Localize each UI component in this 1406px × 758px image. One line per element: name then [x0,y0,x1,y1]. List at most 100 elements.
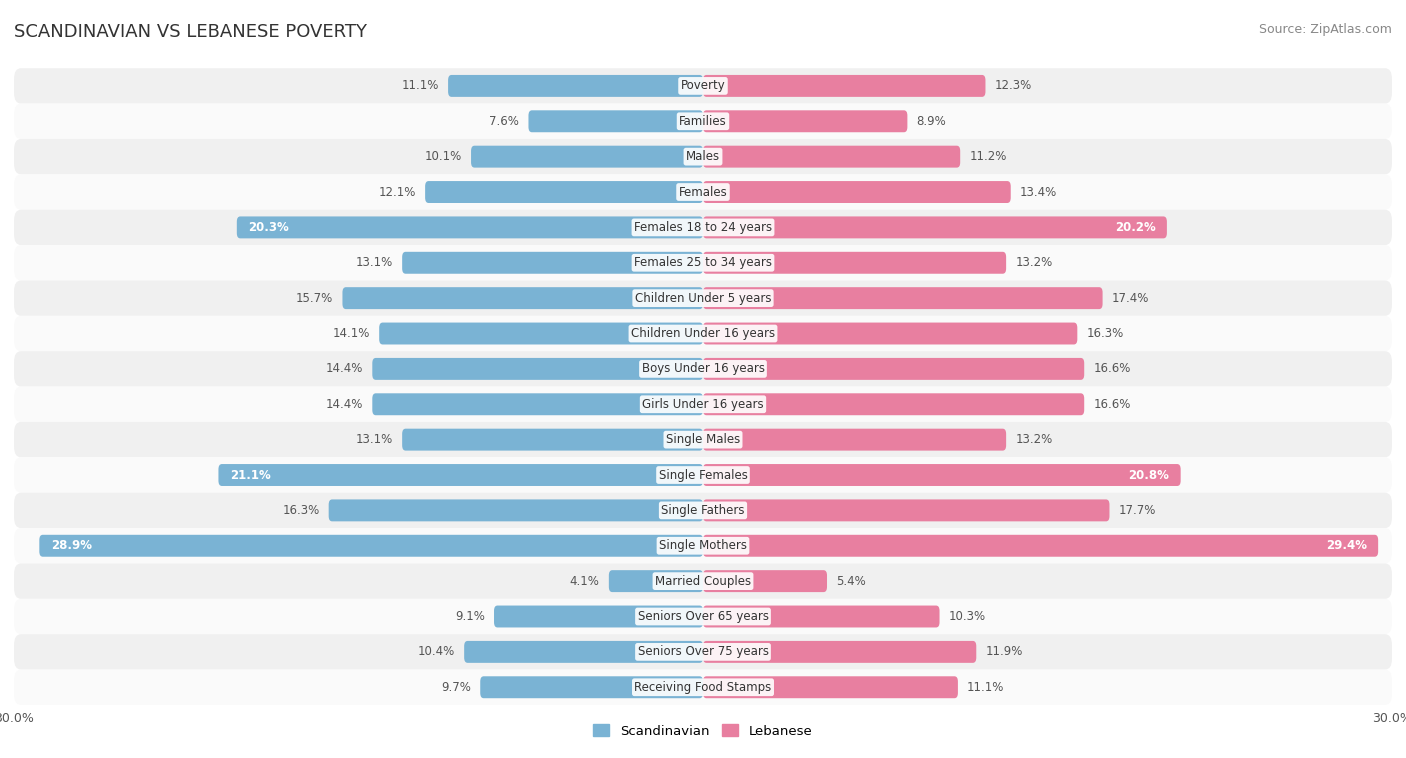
FancyBboxPatch shape [703,676,957,698]
Text: 7.6%: 7.6% [489,114,519,128]
FancyBboxPatch shape [481,676,703,698]
Text: Females 18 to 24 years: Females 18 to 24 years [634,221,772,234]
FancyBboxPatch shape [373,393,703,415]
FancyBboxPatch shape [14,528,1392,563]
Text: 17.4%: 17.4% [1112,292,1149,305]
Text: Single Mothers: Single Mothers [659,539,747,553]
FancyBboxPatch shape [703,111,907,132]
Text: 12.3%: 12.3% [994,80,1032,92]
FancyBboxPatch shape [14,316,1392,351]
Text: Source: ZipAtlas.com: Source: ZipAtlas.com [1258,23,1392,36]
Text: 13.2%: 13.2% [1015,256,1053,269]
FancyBboxPatch shape [703,429,1007,450]
FancyBboxPatch shape [14,634,1392,669]
Text: Females: Females [679,186,727,199]
FancyBboxPatch shape [14,457,1392,493]
Text: 20.3%: 20.3% [249,221,290,234]
FancyBboxPatch shape [14,599,1392,634]
Text: 13.1%: 13.1% [356,433,392,446]
Text: 13.2%: 13.2% [1015,433,1053,446]
FancyBboxPatch shape [14,493,1392,528]
Text: 11.9%: 11.9% [986,645,1022,659]
FancyBboxPatch shape [329,500,703,522]
FancyBboxPatch shape [14,351,1392,387]
Text: 12.1%: 12.1% [378,186,416,199]
FancyBboxPatch shape [703,535,1378,556]
Text: 16.6%: 16.6% [1094,362,1130,375]
FancyBboxPatch shape [703,393,1084,415]
Text: 10.1%: 10.1% [425,150,461,163]
Text: Girls Under 16 years: Girls Under 16 years [643,398,763,411]
Text: 13.1%: 13.1% [356,256,392,269]
FancyBboxPatch shape [703,217,1167,238]
Text: Married Couples: Married Couples [655,575,751,587]
Text: 5.4%: 5.4% [837,575,866,587]
Text: Poverty: Poverty [681,80,725,92]
Text: Children Under 16 years: Children Under 16 years [631,327,775,340]
FancyBboxPatch shape [464,641,703,662]
Text: 14.4%: 14.4% [326,362,363,375]
FancyBboxPatch shape [343,287,703,309]
FancyBboxPatch shape [703,146,960,168]
Text: Boys Under 16 years: Boys Under 16 years [641,362,765,375]
FancyBboxPatch shape [703,75,986,97]
FancyBboxPatch shape [373,358,703,380]
FancyBboxPatch shape [14,139,1392,174]
Text: 16.6%: 16.6% [1094,398,1130,411]
Text: 17.7%: 17.7% [1119,504,1156,517]
FancyBboxPatch shape [236,217,703,238]
Text: SCANDINAVIAN VS LEBANESE POVERTY: SCANDINAVIAN VS LEBANESE POVERTY [14,23,367,41]
Text: 11.1%: 11.1% [967,681,1004,694]
Text: 21.1%: 21.1% [231,468,271,481]
Text: 8.9%: 8.9% [917,114,946,128]
FancyBboxPatch shape [529,111,703,132]
FancyBboxPatch shape [703,500,1109,522]
FancyBboxPatch shape [14,245,1392,280]
FancyBboxPatch shape [703,641,976,662]
FancyBboxPatch shape [14,104,1392,139]
Text: 13.4%: 13.4% [1019,186,1057,199]
Text: 14.4%: 14.4% [326,398,363,411]
Text: 20.2%: 20.2% [1115,221,1156,234]
Text: 11.2%: 11.2% [969,150,1007,163]
FancyBboxPatch shape [14,280,1392,316]
Text: 29.4%: 29.4% [1326,539,1367,553]
Text: 15.7%: 15.7% [297,292,333,305]
FancyBboxPatch shape [14,669,1392,705]
FancyBboxPatch shape [402,252,703,274]
Text: 9.7%: 9.7% [441,681,471,694]
FancyBboxPatch shape [449,75,703,97]
FancyBboxPatch shape [494,606,703,628]
Text: 14.1%: 14.1% [333,327,370,340]
Text: 16.3%: 16.3% [283,504,319,517]
FancyBboxPatch shape [609,570,703,592]
FancyBboxPatch shape [471,146,703,168]
Text: Single Males: Single Males [666,433,740,446]
FancyBboxPatch shape [402,429,703,450]
FancyBboxPatch shape [14,68,1392,104]
Text: 4.1%: 4.1% [569,575,599,587]
FancyBboxPatch shape [703,287,1102,309]
Text: Seniors Over 75 years: Seniors Over 75 years [637,645,769,659]
FancyBboxPatch shape [703,358,1084,380]
Text: 20.8%: 20.8% [1128,468,1170,481]
FancyBboxPatch shape [425,181,703,203]
Text: Single Females: Single Females [658,468,748,481]
Text: 16.3%: 16.3% [1087,327,1123,340]
Text: 10.4%: 10.4% [418,645,456,659]
FancyBboxPatch shape [703,181,1011,203]
FancyBboxPatch shape [14,174,1392,210]
Text: Single Fathers: Single Fathers [661,504,745,517]
Text: Receiving Food Stamps: Receiving Food Stamps [634,681,772,694]
Text: Children Under 5 years: Children Under 5 years [634,292,772,305]
Text: 10.3%: 10.3% [949,610,986,623]
Legend: Scandinavian, Lebanese: Scandinavian, Lebanese [588,719,818,743]
Text: Females 25 to 34 years: Females 25 to 34 years [634,256,772,269]
FancyBboxPatch shape [703,570,827,592]
Text: 11.1%: 11.1% [402,80,439,92]
Text: Males: Males [686,150,720,163]
FancyBboxPatch shape [14,210,1392,245]
FancyBboxPatch shape [14,387,1392,422]
FancyBboxPatch shape [703,464,1181,486]
FancyBboxPatch shape [14,563,1392,599]
